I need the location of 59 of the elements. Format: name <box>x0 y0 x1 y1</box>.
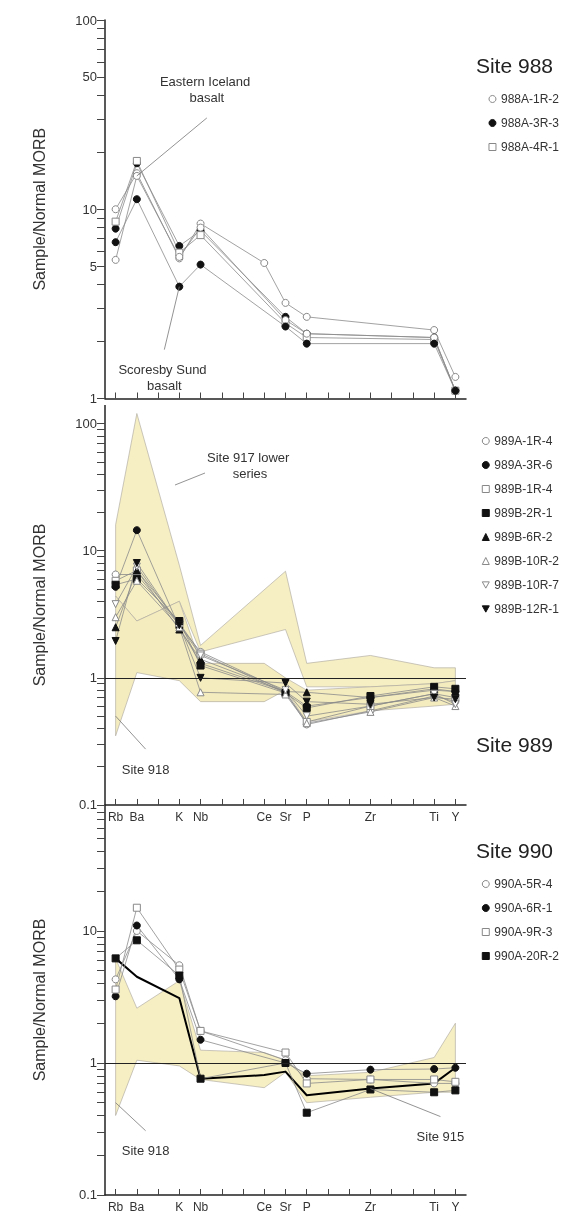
legend-label: 988A-1R-2 <box>500 92 560 106</box>
x-tick-label: Sr <box>279 809 292 824</box>
x-tick-label: Zr <box>364 809 377 824</box>
y-tick-label: 10 <box>82 201 97 217</box>
annotation: Site 917 lower series <box>207 449 293 481</box>
y-tick-label: 1 <box>89 670 97 686</box>
y-axis-title: Sample/Normal MORB <box>30 523 48 687</box>
legend-label: 989B-6R-2 <box>494 530 553 544</box>
x-tick-label: Rb <box>107 1199 124 1214</box>
legend-label: 989B-10R-7 <box>494 578 560 592</box>
annotation: Scoresby Sund basalt <box>118 362 211 394</box>
legend-label: 988A-4R-1 <box>500 140 560 154</box>
legend-label: 988A-3R-3 <box>500 116 560 130</box>
annotation: Eastern Iceland basalt <box>159 74 254 106</box>
x-tick-label: Sr <box>279 1199 292 1214</box>
x-tick-label: Y <box>451 809 460 824</box>
text: Site 988 <box>475 54 553 77</box>
x-tick-label: Nb <box>192 1199 209 1214</box>
y-tick-label: 100 <box>75 416 97 432</box>
x-tick-label: Ti <box>429 1199 439 1214</box>
legend-label: 990A-6R-1 <box>494 901 553 915</box>
x-tick-label: Zr <box>364 1199 377 1214</box>
x-tick-label: P <box>302 809 311 824</box>
annotation: Site 918 <box>121 1143 170 1159</box>
x-tick-label: K <box>175 1199 184 1214</box>
x-tick-label: K <box>175 809 184 824</box>
y-tick-label: 5 <box>89 258 97 274</box>
legend-label: 990A-9R-3 <box>494 925 553 939</box>
y-axis-title: Sample/Normal MORB <box>30 918 48 1082</box>
legend-label: 989B-2R-1 <box>494 506 553 520</box>
y-tick-label: 100 <box>75 12 97 28</box>
y-tick-label: 0.1 <box>78 797 97 813</box>
y-axis-title: Sample/Normal MORB <box>30 127 48 291</box>
y-tick-label: 1 <box>89 391 97 406</box>
legend-label: 989B-1R-4 <box>494 482 553 496</box>
legend-label: 989B-10R-2 <box>494 554 560 568</box>
x-tick-label: Nb <box>192 809 209 824</box>
annotation: Site 915 <box>416 1129 465 1145</box>
text: Site 990 <box>475 839 553 862</box>
x-tick-label: Ce <box>256 1199 273 1214</box>
legend-label: 989A-3R-6 <box>494 458 553 472</box>
y-tick-label: 1 <box>89 1055 97 1071</box>
x-tick-label: P <box>302 1199 311 1214</box>
x-tick-label: Ba <box>129 1199 145 1214</box>
annotation: Site 918 <box>121 761 170 777</box>
legend-label: 989A-1R-4 <box>494 434 553 448</box>
legend-label: 990A-20R-2 <box>494 949 560 963</box>
y-tick-label: 10 <box>82 923 97 939</box>
legend-label: 990A-5R-4 <box>494 877 553 891</box>
x-tick-label: Y <box>451 1199 460 1214</box>
x-tick-label: Ba <box>129 809 145 824</box>
text: Site 989 <box>475 733 553 756</box>
x-tick-label: Ce <box>256 809 273 824</box>
legend-label: 989B-12R-1 <box>494 602 560 616</box>
y-tick-label: 0.1 <box>78 1187 97 1203</box>
y-tick-label: 10 <box>82 543 97 559</box>
y-tick-label: 50 <box>82 69 97 85</box>
x-tick-label: Ti <box>429 809 439 824</box>
x-tick-label: Rb <box>107 809 124 824</box>
